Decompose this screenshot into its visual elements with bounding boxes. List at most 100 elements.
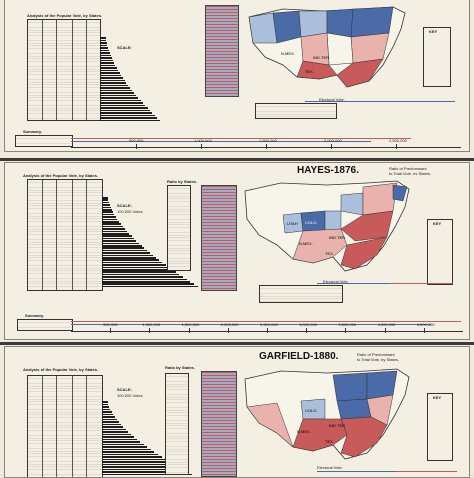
vote-bar xyxy=(102,278,187,281)
vote-bar xyxy=(102,423,121,426)
ratio-by-states-label: Ratio by States. xyxy=(165,365,196,370)
ratio-by-states-label: Ratio by States. xyxy=(167,179,198,184)
vote-bar xyxy=(102,206,111,209)
axis-tick-label: 3,500,000 xyxy=(338,322,357,327)
axis-tick xyxy=(110,328,111,333)
vote-bar xyxy=(100,74,122,77)
vote-bar xyxy=(102,421,119,423)
vote-bar xyxy=(102,403,109,406)
vote-bar xyxy=(102,228,125,230)
ratio-label: Ratio of Predominant to Total Vote, by S… xyxy=(389,166,431,176)
vote-bar xyxy=(102,411,112,413)
vote-bar xyxy=(100,112,153,114)
vote-bar xyxy=(100,119,160,122)
axis-tick xyxy=(331,144,332,149)
vote-bar xyxy=(102,283,195,285)
axis-tick xyxy=(201,144,202,149)
map-label-nmex: N.MEX. xyxy=(299,241,313,246)
axis-tick xyxy=(136,144,137,149)
vote-bar xyxy=(102,456,162,458)
vote-bar xyxy=(102,213,115,216)
key-label: KEY xyxy=(433,395,442,400)
axis-tick xyxy=(188,328,190,333)
vote-bar xyxy=(102,249,148,252)
scale-label: SCALE: xyxy=(117,203,132,208)
vote-bar xyxy=(102,221,120,223)
axis-tick-label: 1,000,000 xyxy=(194,138,212,143)
vote-bar xyxy=(102,418,117,421)
axis-tick xyxy=(306,328,307,333)
popular-vote-bars xyxy=(102,197,242,293)
map-label-tex: TEX. xyxy=(325,439,334,444)
vote-bar xyxy=(100,107,148,109)
ratio-flag-chart xyxy=(201,371,237,477)
vote-bar xyxy=(100,102,143,104)
map-label-nmex: N.MEX. xyxy=(281,51,295,56)
vote-bar xyxy=(102,471,188,473)
vote-bar xyxy=(100,82,127,84)
vote-bar xyxy=(102,223,121,225)
key-label: KEY xyxy=(429,29,438,34)
vote-bar xyxy=(102,463,175,466)
vote-bar xyxy=(100,47,108,49)
scale-value: 100,000 Votes xyxy=(117,393,143,398)
vote-bar xyxy=(102,209,112,211)
vote-bar xyxy=(102,197,108,199)
vote-bar xyxy=(100,62,114,64)
axis-tick xyxy=(396,144,397,149)
analysis-label: Analysis of the Popular Vote, by States. xyxy=(27,13,103,18)
electoral-vote-label: Electoral Vote. xyxy=(319,97,345,102)
vote-bar xyxy=(102,247,145,249)
axis-tick-label: 3,000,000 xyxy=(299,322,317,327)
electoral-bar-rep xyxy=(317,471,397,473)
vote-bar xyxy=(102,276,183,278)
vote-bar xyxy=(102,458,166,461)
election-panel-garfield-1880: GARFIELD-1880. Ratio of Predominant to T… xyxy=(4,346,470,478)
vote-bar xyxy=(102,211,113,213)
map-label-utah: UTAH xyxy=(287,221,298,226)
vote-bar xyxy=(100,79,125,82)
axis-tick xyxy=(149,328,150,333)
analysis-label: Analysis of the Popular Vote, by States. xyxy=(23,367,99,372)
map-key xyxy=(427,219,453,285)
vote-bar xyxy=(102,204,110,206)
vote-bar xyxy=(100,42,107,44)
vote-bar xyxy=(102,466,179,468)
vote-bar xyxy=(102,461,171,463)
map-label-indter: IND.TER. xyxy=(329,423,346,428)
vote-bar xyxy=(102,448,151,451)
vote-bar xyxy=(100,97,139,99)
vote-bar xyxy=(102,199,109,201)
axis-tick xyxy=(267,328,268,333)
ratio-label: Ratio of Predominant to Total Vote, by S… xyxy=(357,352,399,362)
electoral-bar-dem xyxy=(397,471,457,473)
vote-bar xyxy=(102,230,127,233)
vote-bar xyxy=(100,77,123,79)
vote-bar xyxy=(102,264,166,266)
vote-bar xyxy=(100,67,117,69)
axis-tick-label: 4,000,000 xyxy=(377,322,396,327)
map-label-indter: IND.TER. xyxy=(313,55,330,60)
vote-bar xyxy=(102,428,126,431)
panel-title: HAYES-1876. xyxy=(297,165,359,176)
electoral-vote-label: Electoral Vote. xyxy=(317,465,343,470)
map-label-tex: TEX. xyxy=(325,251,334,256)
electoral-map: UTAH COLO. N.MEX. TEX. IND.TER. xyxy=(237,175,419,277)
vote-bar xyxy=(102,281,191,283)
vote-bar xyxy=(102,218,118,221)
vote-bar xyxy=(100,99,141,102)
vote-bar xyxy=(100,114,155,117)
axis-tick-label: 2,500,000 xyxy=(260,322,278,327)
electoral-map: TEX. N.MEX. IND.TER. xyxy=(243,3,413,95)
electoral-table xyxy=(259,285,343,303)
axis-tick-label: 500,000 xyxy=(103,322,118,327)
popular-vote-bars xyxy=(100,37,240,127)
vote-bar xyxy=(102,242,139,245)
vote-bar xyxy=(102,401,108,403)
vote-bar xyxy=(102,269,173,271)
ratio-flag-chart xyxy=(201,185,237,291)
map-label-indter: IND.TER. xyxy=(329,235,346,240)
vote-bar xyxy=(102,413,114,416)
vote-bar xyxy=(102,233,130,235)
